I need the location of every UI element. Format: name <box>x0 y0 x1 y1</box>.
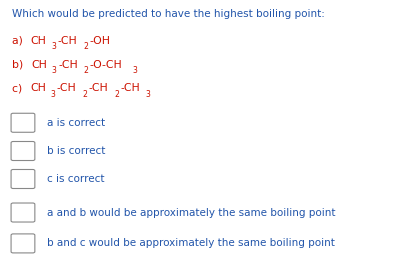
Text: c is correct: c is correct <box>47 174 104 184</box>
Text: 3: 3 <box>146 90 151 99</box>
FancyBboxPatch shape <box>11 203 35 222</box>
Text: c): c) <box>12 83 26 93</box>
Text: b and c would be approximately the same boiling point: b and c would be approximately the same … <box>47 238 334 248</box>
FancyBboxPatch shape <box>11 142 35 161</box>
FancyBboxPatch shape <box>11 113 35 132</box>
Text: -OH: -OH <box>89 36 110 46</box>
Text: -CH: -CH <box>88 83 108 93</box>
Text: b): b) <box>12 60 27 70</box>
Text: 3: 3 <box>51 42 56 51</box>
Text: -CH: -CH <box>58 60 78 70</box>
Text: CH: CH <box>31 36 47 46</box>
FancyBboxPatch shape <box>11 169 35 188</box>
Text: CH: CH <box>30 83 46 93</box>
Text: -CH: -CH <box>120 83 140 93</box>
Text: 2: 2 <box>83 66 88 75</box>
Text: Which would be predicted to have the highest boiling point:: Which would be predicted to have the hig… <box>12 9 324 19</box>
Text: a): a) <box>12 36 27 46</box>
Text: -CH: -CH <box>58 36 77 46</box>
Text: 2: 2 <box>82 90 87 99</box>
Text: -O-CH: -O-CH <box>90 60 122 70</box>
Text: 3: 3 <box>52 66 56 75</box>
Text: b is correct: b is correct <box>47 146 105 156</box>
Text: 2: 2 <box>114 90 119 99</box>
Text: CH: CH <box>31 60 47 70</box>
Text: 3: 3 <box>132 66 137 75</box>
Text: 2: 2 <box>83 42 88 51</box>
Text: -CH: -CH <box>57 83 76 93</box>
Text: a and b would be approximately the same boiling point: a and b would be approximately the same … <box>47 208 335 218</box>
FancyBboxPatch shape <box>11 234 35 253</box>
Text: 3: 3 <box>50 90 55 99</box>
Text: a is correct: a is correct <box>47 118 105 128</box>
